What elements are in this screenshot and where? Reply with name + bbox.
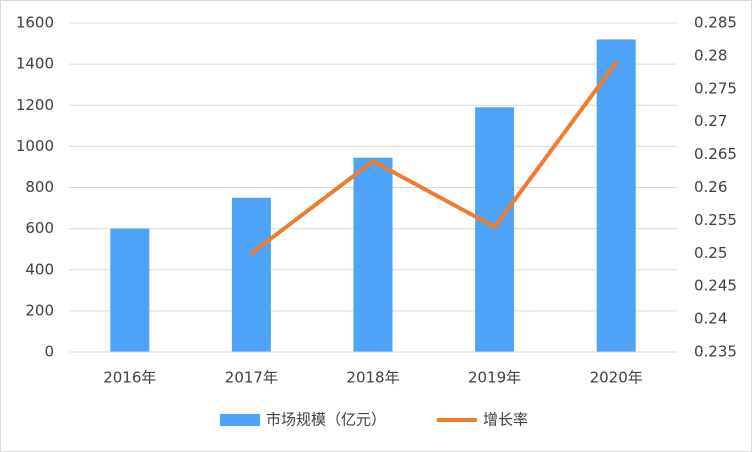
legend-label: 市场规模（亿元） <box>266 411 386 429</box>
bar <box>110 228 150 352</box>
y-tick-label: 400 <box>25 260 54 278</box>
legend-label: 增长率 <box>483 411 528 429</box>
y2-tick-label: 0.245 <box>694 277 737 295</box>
x-tick-label: 2016年 <box>103 369 156 387</box>
y2-tick-label: 0.24 <box>694 310 727 328</box>
y2-tick-label: 0.25 <box>694 244 727 262</box>
y-tick-label: 200 <box>25 301 54 319</box>
x-tick-label: 2018年 <box>346 369 399 387</box>
bar <box>353 157 393 352</box>
y-tick-label: 600 <box>25 219 54 237</box>
y2-tick-label: 0.28 <box>694 46 727 64</box>
y2-tick-label: 0.26 <box>694 178 727 196</box>
y2-tick-label: 0.27 <box>694 112 727 130</box>
bar <box>596 39 636 352</box>
y-tick-label: 1600 <box>16 14 54 32</box>
y-tick-label: 800 <box>25 178 54 196</box>
y-tick-label: 1000 <box>16 137 54 155</box>
bar <box>475 107 515 353</box>
y2-tick-label: 0.235 <box>694 343 737 361</box>
y2-tick-label: 0.265 <box>694 145 737 163</box>
y2-tick-label: 0.275 <box>694 79 737 97</box>
line <box>249 60 619 256</box>
x-tick-label: 2017年 <box>225 369 278 387</box>
x-tick-label: 2019年 <box>468 369 521 387</box>
y2-tick-label: 0.285 <box>694 14 737 32</box>
y-tick-label: 1200 <box>16 96 54 114</box>
x-tick-label: 2020年 <box>590 369 643 387</box>
legend-swatch <box>220 414 260 426</box>
y-tick-label: 0 <box>44 343 54 361</box>
y2-tick-label: 0.255 <box>694 211 737 229</box>
bar <box>231 197 271 352</box>
y-tick-label: 1400 <box>16 55 54 73</box>
